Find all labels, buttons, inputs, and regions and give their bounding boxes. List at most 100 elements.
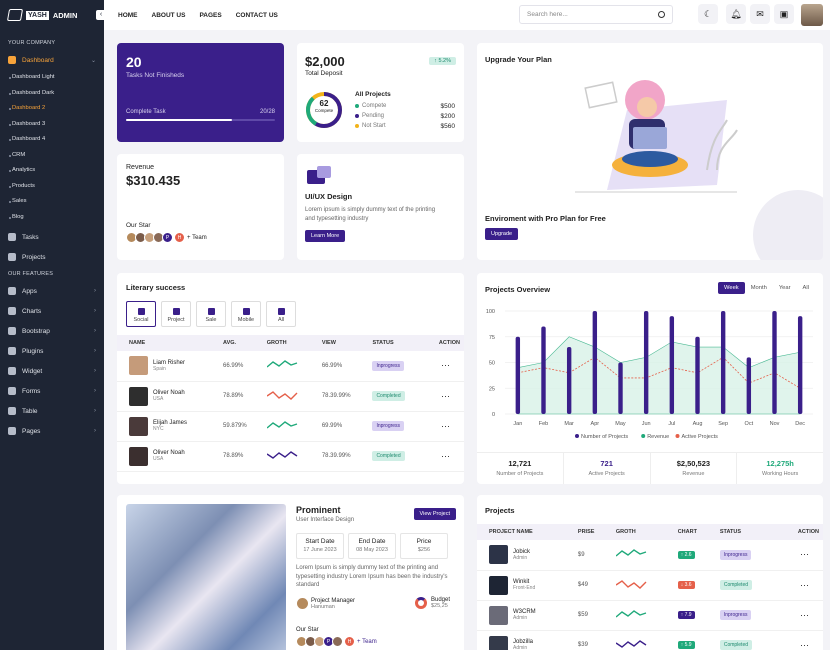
deposit-label: Total Deposit [305, 70, 343, 77]
more-options-icon[interactable]: ⋯ [800, 579, 809, 590]
person-name: Elijah James [153, 420, 188, 426]
dark-mode-button[interactable]: ☾ [698, 4, 718, 24]
sidebar-item-feature[interactable]: Plugins › [0, 341, 104, 361]
period-all[interactable]: All [802, 285, 809, 291]
sidebar-item-feature[interactable]: Apps › [0, 281, 104, 301]
avatar [129, 386, 148, 406]
nav-about[interactable]: ABOUT US [151, 11, 186, 19]
view-project-button[interactable]: View Project [413, 508, 456, 520]
avatar-initial[interactable]: H [174, 232, 185, 243]
brand[interactable]: YASH ADMIN [0, 0, 104, 30]
sidebar-item-label: Projects [22, 253, 46, 261]
more-options-icon[interactable]: ⋯ [441, 390, 450, 401]
sidebar-subitem[interactable]: Dashboard Light [0, 70, 104, 86]
table-row[interactable]: Liam Risher Spain 66.99% 66.99% Inprogress ⋯ [117, 351, 464, 381]
table-row[interactable]: Elijah James NYC 59.879% 69.99% Inprogress ⋯ [117, 411, 464, 441]
table-row[interactable]: W3CRM Admin $59 ↑ 7.9 Inprogress ⋯ [477, 600, 823, 630]
nav-pages[interactable]: PAGES [199, 11, 222, 19]
tab-project[interactable]: Project [161, 301, 191, 327]
avatar [129, 416, 148, 436]
avatar[interactable] [332, 636, 343, 647]
overview-stat: 12,275h Working Hours [736, 453, 823, 484]
table-row[interactable]: Jobick Admin $9 ↑ 2.6 Inprogress ⋯ [477, 540, 823, 570]
prominent-card: Prominent User Interface Design View Pro… [117, 495, 464, 650]
sidebar-item-projects[interactable]: Projects [0, 247, 104, 267]
more-options-icon[interactable]: ⋯ [800, 609, 809, 620]
more-options-icon[interactable]: ⋯ [800, 549, 809, 560]
more-options-icon[interactable]: ⋯ [441, 450, 450, 461]
avatar [129, 446, 148, 466]
notification-button[interactable]: 🔔︎ [726, 4, 746, 24]
prominent-text: Lorem Ipsum is simply dummy text of the … [296, 565, 448, 589]
table-row[interactable]: Jobzilla Admin $39 ↑ 5.9 Completed ⋯ [477, 630, 823, 650]
sidebar-item-feature[interactable]: Charts › [0, 301, 104, 321]
period-week[interactable]: Week [717, 282, 745, 294]
sidebar-subitem[interactable]: Dashboard 2 [0, 101, 104, 117]
deposit-row: Not Start $560 [355, 121, 455, 131]
tab-social[interactable]: Social [126, 301, 156, 327]
sidebar-subitem[interactable]: Dashboard 3 [0, 117, 104, 133]
x-tick-label: Aug [693, 421, 703, 427]
project-type: Front-End [513, 585, 536, 591]
avatar-initial[interactable]: P [162, 232, 173, 243]
sidebar-item-feature[interactable]: Table › [0, 401, 104, 421]
sidebar-item-feature[interactable]: Bootstrap › [0, 321, 104, 341]
view-value: 78.39.99% [321, 453, 351, 459]
nav-home[interactable]: HOME [118, 11, 138, 19]
bar-number-of-projects [720, 311, 726, 414]
sidebar-subitem[interactable]: Dashboard 4 [0, 132, 104, 148]
more-options-icon[interactable]: ⋯ [441, 360, 450, 371]
sidebar-item-tasks[interactable]: Tasks [0, 227, 104, 247]
x-tick-label: Feb [539, 421, 548, 427]
sidebar-item-feature[interactable]: Pages › [0, 421, 104, 441]
sparkline [266, 390, 298, 400]
our-star-label: Our Star [126, 222, 151, 229]
sidebar-subitem[interactable]: Sales [0, 194, 104, 210]
sidebar-item-feature[interactable]: Widget › [0, 361, 104, 381]
avatar-initial[interactable]: H [344, 636, 355, 647]
sidebar-item-dashboard[interactable]: Dashboard ⌄ [0, 50, 104, 70]
user-avatar[interactable] [801, 4, 823, 26]
table-row[interactable]: Oliver Noah USA 78.89% 78.39.99% Completed ⋯ [117, 441, 464, 471]
table-row[interactable]: Oliver Noah USA 78.89% 78.39.99% Completed ⋯ [117, 381, 464, 411]
sparkline [266, 420, 297, 429]
tab-sale[interactable]: Sale [196, 301, 226, 327]
feature-icon [8, 427, 16, 435]
nav-contact[interactable]: CONTACT US [235, 11, 278, 19]
sidebar-subitem[interactable]: Products [0, 179, 104, 195]
active-projects-line [517, 356, 801, 389]
sidebar-subitem[interactable]: Blog [0, 210, 104, 226]
projects-card: Projects PROJECT NAME PRISE GROTH CHART STAT… [477, 495, 823, 650]
period-month[interactable]: Month [750, 285, 767, 291]
sidebar-subitem[interactable]: Dashboard Dark [0, 86, 104, 102]
tasks-progress-bar [126, 119, 275, 121]
sidebar-subitem[interactable]: CRM [0, 148, 104, 164]
y-tick-label: 75 [489, 335, 495, 341]
x-tick-label: May [615, 421, 626, 427]
collapse-sidebar-button[interactable]: ‹ [96, 10, 106, 20]
team-link[interactable]: + Team [187, 234, 207, 241]
table-row[interactable]: Winkit Front-End $49 ↓ 3.6 Completed ⋯ [477, 570, 823, 600]
messages-button[interactable]: ✉ [750, 4, 770, 24]
budget-label: Budget [431, 597, 451, 603]
period-year[interactable]: Year [778, 285, 791, 291]
project-price: $59 [577, 612, 588, 618]
more-options-icon[interactable]: ⋯ [441, 420, 450, 431]
sidebar-subitem[interactable]: Analytics [0, 163, 104, 179]
upgrade-button[interactable]: Upgrade [485, 228, 519, 240]
uiux-text: Lorem ipsum is simply dummy text of the … [305, 207, 436, 222]
chevron-right-icon: › [94, 288, 96, 294]
person-name: Liam Risher [153, 359, 186, 366]
column-header: STATUS [715, 524, 778, 540]
search-input[interactable]: Search here... [519, 5, 673, 24]
team-link[interactable]: + Team [357, 638, 377, 645]
tab-all[interactable]: All [266, 301, 296, 327]
cart-button[interactable]: ▣ [774, 4, 794, 24]
project-price: $39 [577, 642, 588, 648]
sidebar-item-feature[interactable]: Forms › [0, 381, 104, 401]
price-value: $256 [417, 547, 431, 553]
more-options-icon[interactable]: ⋯ [800, 639, 809, 650]
tab-mobile[interactable]: Mobile [231, 301, 261, 327]
bar-number-of-projects [566, 347, 572, 414]
learn-more-button[interactable]: Learn More [305, 230, 346, 242]
